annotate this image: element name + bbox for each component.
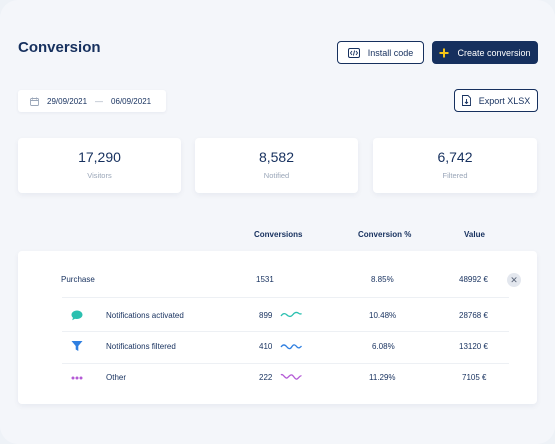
code-icon [347, 47, 360, 58]
export-xlsx-label: Export XLSX [478, 95, 531, 106]
row-conversions: 899 [259, 311, 273, 320]
row-conversions: 222 [259, 373, 273, 382]
row-divider [62, 363, 509, 364]
row-name: Notifications filtered [106, 342, 176, 351]
row-conversions: 1531 [256, 275, 274, 284]
date-start: 29/09/2021 [47, 96, 88, 106]
row-value: 7105 € [462, 373, 487, 382]
stat-value: 17,290 [78, 149, 121, 165]
row-name: Purchase [61, 275, 95, 284]
column-header-conversions: Conversions [254, 230, 303, 239]
more-dots-icon [70, 371, 84, 385]
sparkline-icon [280, 344, 302, 350]
close-icon[interactable]: ✕ [507, 273, 521, 287]
install-code-label: Install code [367, 47, 414, 58]
row-value: 28768 € [459, 311, 488, 320]
column-header-value: Value [464, 230, 485, 239]
stat-label: Visitors [87, 171, 112, 180]
row-name: Notifications activated [106, 311, 184, 320]
create-conversion-label: Create conversion [457, 47, 531, 58]
row-conversions: 410 [259, 342, 273, 351]
row-divider [62, 297, 509, 298]
row-value: 13120 € [459, 342, 488, 351]
date-range-picker[interactable]: 29/09/2021 — 06/09/2021 [18, 90, 166, 112]
sparkline-icon [280, 311, 302, 318]
stat-card-filtered: 6,742 Filtered [373, 138, 537, 193]
stat-card-notified: 8,582 Notified [195, 138, 358, 193]
stat-card-visitors: 17,290 Visitors [18, 138, 181, 193]
export-xlsx-button[interactable]: Export XLSX [454, 89, 538, 112]
stat-label: Notified [263, 171, 290, 180]
filter-icon [70, 339, 84, 353]
row-value: 48992 € [459, 275, 488, 284]
install-code-button[interactable]: Install code [337, 41, 424, 64]
row-percent: 10.48% [369, 311, 397, 320]
file-export-icon [461, 95, 471, 106]
plus-icon [439, 48, 449, 57]
row-percent: 11.29% [369, 373, 396, 382]
row-percent: 8.85% [371, 275, 394, 284]
stat-label: Filtered [442, 171, 468, 180]
create-conversion-button[interactable]: Create conversion [432, 41, 538, 64]
row-name: Other [106, 373, 127, 382]
chat-bubble-icon [70, 308, 84, 322]
date-end: 06/09/2021 [111, 96, 152, 106]
page-title: Conversion [18, 39, 101, 56]
stat-value: 8,582 [258, 149, 295, 165]
conversion-table: Purchase 1531 8.85% 48992 € ✕ Notificati… [18, 251, 537, 404]
row-percent: 6.08% [372, 342, 395, 351]
sparkline-icon [280, 373, 302, 380]
calendar-icon [30, 97, 39, 106]
stat-value: 6,742 [437, 149, 473, 165]
row-divider [62, 331, 509, 332]
date-separator: — [95, 96, 104, 106]
column-header-conversion-percent: Conversion % [358, 230, 412, 239]
